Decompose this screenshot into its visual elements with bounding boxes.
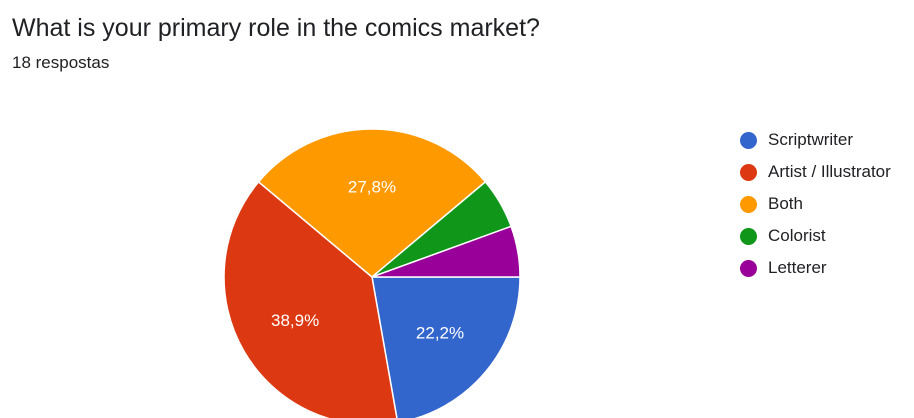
legend-label: Scriptwriter [768, 130, 854, 149]
pie-slice-artist-illustrator[interactable] [223, 180, 398, 418]
slice-percent-label: 27,8% [348, 178, 396, 197]
pie-slice-scriptwriter[interactable] [371, 276, 521, 418]
legend-label: Letterer [768, 258, 827, 277]
slice-percent-label: 38,9% [271, 311, 319, 330]
legend-label: Colorist [768, 226, 826, 245]
legend-swatch-icon [740, 195, 757, 213]
pie-slice-letterer[interactable] [371, 225, 521, 278]
legend-item[interactable]: Colorist [740, 220, 914, 252]
legend-swatch-icon [740, 131, 757, 149]
legend-swatch-icon [740, 259, 757, 277]
slice-percent-label: 22,2% [416, 324, 464, 343]
legend-item[interactable]: Artist / Illustrator [740, 156, 914, 188]
legend-swatch-icon [740, 163, 757, 181]
legend-item[interactable]: Both [740, 188, 914, 220]
legend-swatch-icon [740, 227, 757, 245]
question-title: What is your primary role in the comics … [12, 14, 540, 42]
legend-item[interactable]: Letterer [740, 252, 914, 284]
chart-legend: Scriptwriter Artist / Illustrator Both Colo… [740, 124, 914, 284]
legend-item[interactable]: Scriptwriter [740, 124, 914, 156]
response-count: 18 respostas [12, 53, 110, 72]
legend-label: Both [768, 194, 803, 213]
legend-label: Artist / Illustrator [768, 162, 891, 181]
pie-slice-both[interactable] [257, 128, 487, 278]
